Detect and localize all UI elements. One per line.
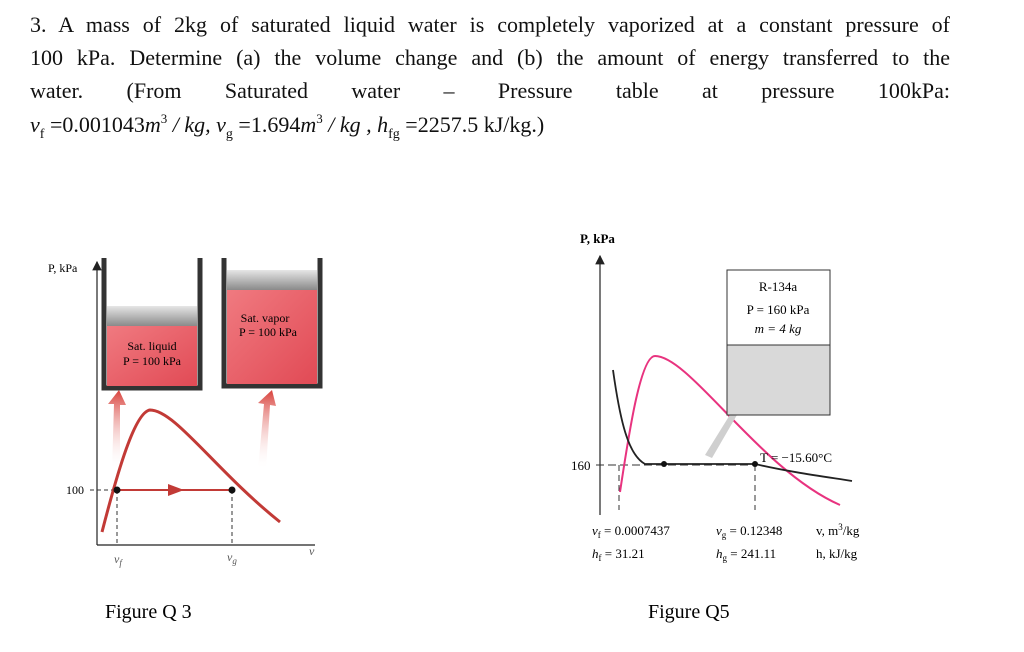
unit: h, kJ/kg <box>816 546 858 561</box>
cylinder-label: P = 100 kPa <box>123 354 182 368</box>
figure-q3: P, kPa 100 vf vg v Sat. liquid P = 100 k… <box>48 258 323 623</box>
state-point <box>113 486 121 494</box>
formula-part: m <box>300 112 317 137</box>
cylinder <box>221 258 323 389</box>
value: = 0.0007437 <box>601 523 671 538</box>
state-point <box>752 461 758 467</box>
piston <box>227 270 317 290</box>
h-label: h, kJ/kg <box>816 546 858 561</box>
problem: 3. A mass of 2kg of saturated liquid wat… <box>30 8 950 143</box>
cylinder-label: P = 100 kPa <box>239 325 298 339</box>
problem-line: 100 kPa. Determine (a) the volume change… <box>30 45 950 70</box>
value: = 31.21 <box>602 546 645 561</box>
formula-sup: 3 <box>160 111 168 126</box>
saturation-dome <box>100 408 281 533</box>
saturation-dome <box>619 354 841 506</box>
cylinder-label: Sat. liquid <box>127 339 176 353</box>
formula-sub: f <box>39 127 45 142</box>
symbol: h <box>592 546 599 561</box>
cylinder-label: Sat. vapor <box>241 311 290 325</box>
isotherm <box>612 369 853 482</box>
subscript: g <box>723 553 728 563</box>
unit: /kg <box>843 523 860 538</box>
symbol: v <box>716 523 722 538</box>
formula-sub: fg <box>388 127 400 142</box>
h-label: hg = 241.11 <box>716 546 776 563</box>
formula-sup: 3 <box>316 111 323 126</box>
formula: vf =0.001043m3 / kg, vg =1.694m3 / kg , … <box>30 107 950 143</box>
vapor <box>227 290 317 384</box>
formula-part: =2257.5 kJ/kg.) <box>399 112 545 137</box>
symbol: v <box>227 550 233 564</box>
formula-part: / kg , h <box>322 112 389 137</box>
value: = 241.11 <box>727 546 776 561</box>
x-label: vg <box>227 550 237 566</box>
pressure-tick: 160 <box>571 458 591 473</box>
formula-part: =0.001043 <box>44 112 145 137</box>
tank-label: m = 4 kg <box>755 321 802 336</box>
formula-part: v <box>30 112 40 137</box>
pressure-tick: 100 <box>66 483 84 497</box>
y-axis-label: P, kPa <box>580 231 615 246</box>
subscript: g <box>232 556 237 566</box>
state-point <box>661 461 667 467</box>
value: = 0.12348 <box>726 523 782 538</box>
x-label: v <box>309 544 315 558</box>
tank-label: R-134a <box>759 279 798 294</box>
caption: Figure Q5 <box>648 601 730 623</box>
symbol: v <box>592 523 598 538</box>
v-label: vg = 0.12348 <box>716 523 782 540</box>
subscript: f <box>119 558 123 568</box>
superscript: 3 <box>838 522 843 532</box>
subscript: f <box>598 530 601 540</box>
isotherm-label: T = −15.60°C <box>760 450 832 465</box>
formula-part: m <box>144 112 161 137</box>
symbol: v, m <box>816 523 838 538</box>
cylinder <box>101 258 203 391</box>
subscript: f <box>599 553 602 563</box>
state-point <box>228 486 236 494</box>
subscript: g <box>722 530 727 540</box>
figure-q5: P, kPa 160 R-134a P = 160 kPa m = 4 kg T… <box>571 231 860 623</box>
formula-sub: g <box>225 127 233 142</box>
y-axis-label: P, kPa <box>48 261 78 275</box>
transition-arrow <box>258 390 276 470</box>
v-label: v, m3/kg <box>816 522 860 538</box>
piston <box>107 306 197 326</box>
tank-liquid <box>726 344 831 416</box>
problem-line: water. (From Saturated water – Pressure … <box>30 78 950 103</box>
x-label: vf <box>114 552 123 568</box>
symbol: v <box>114 552 120 566</box>
liquid <box>107 326 197 386</box>
formula-part: =1.694 <box>232 112 301 137</box>
transition-arrow <box>108 390 126 470</box>
formula-part: / kg, v <box>167 112 226 137</box>
v-label: vf = 0.0007437 <box>592 523 670 540</box>
h-label: hf = 31.21 <box>592 546 645 563</box>
symbol: h <box>716 546 723 561</box>
caption: Figure Q 3 <box>105 601 192 623</box>
problem-line: 3. A mass of 2kg of saturated liquid wat… <box>30 12 950 37</box>
tank-label: P = 160 kPa <box>747 302 810 317</box>
symbol: v <box>309 544 315 558</box>
